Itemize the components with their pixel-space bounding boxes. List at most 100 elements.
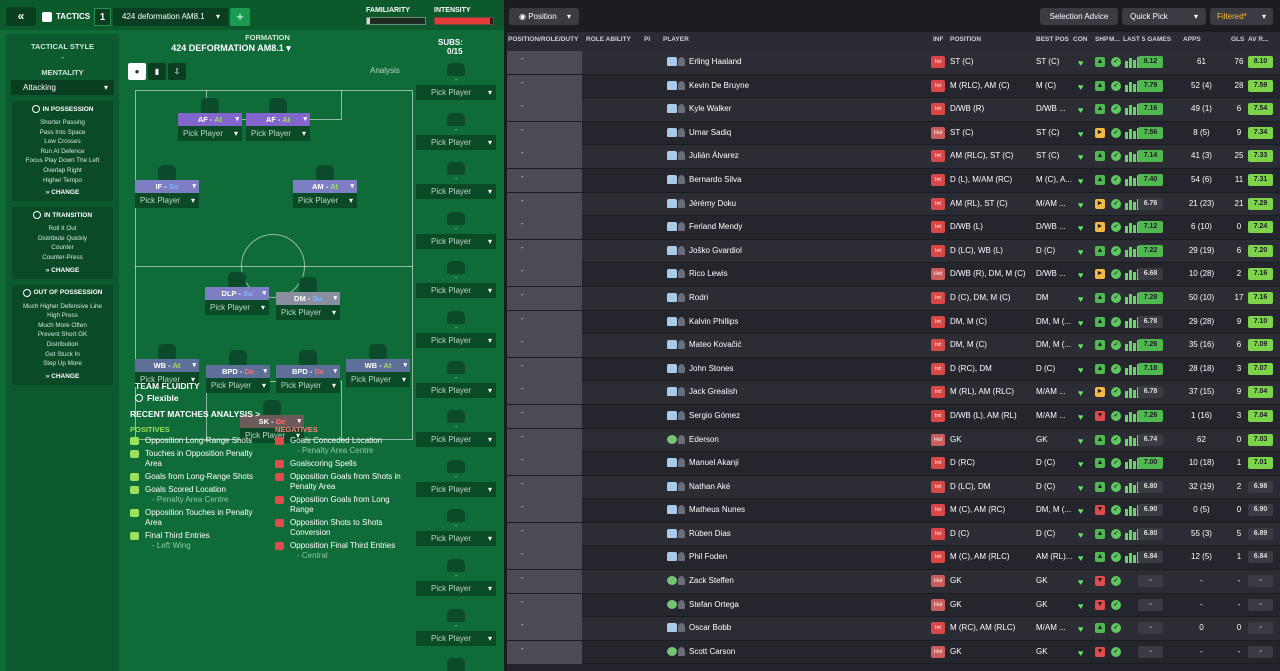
selection-advice-button[interactable]: Selection Advice xyxy=(1040,8,1118,25)
sub-slot[interactable]: -Pick Player xyxy=(416,608,496,646)
player-name[interactable]: Manuel Akanji xyxy=(689,458,739,468)
formation-slot[interactable]: WB - AtPick Player xyxy=(135,344,199,387)
position-role-duty-cell[interactable]: - xyxy=(507,404,582,428)
formation-dropdown[interactable]: 424 DEFORMATION AM8.1 ▾ xyxy=(171,43,291,53)
pick-player-dropdown[interactable]: Pick Player xyxy=(135,193,199,208)
pick-player-dropdown[interactable]: Pick Player xyxy=(416,581,496,596)
sub-slot[interactable]: -Pick Player xyxy=(416,509,496,547)
mentality-dropdown[interactable]: Attacking xyxy=(11,80,114,95)
column-header[interactable]: POSITION/ROLE/DUTY xyxy=(508,36,579,43)
position-role-duty-cell[interactable]: - xyxy=(507,121,582,145)
table-row[interactable]: - Kalvin Phillips Int DM, M (C) DM, M (... ♥ ▲… xyxy=(507,310,1280,335)
role-duty-selector[interactable]: DM - Su xyxy=(276,292,340,305)
pick-player-dropdown[interactable]: Pick Player xyxy=(276,378,340,393)
bar-chart-icon[interactable]: ▮ xyxy=(148,63,166,80)
sub-slot[interactable]: -Pick Player xyxy=(416,211,496,249)
table-row[interactable]: - Manuel Akanji Int D (RC) D (C) ♥ ▲ ✓ 7.00 10 (1… xyxy=(507,452,1280,476)
quick-pick-button[interactable]: Quick Pick xyxy=(1122,8,1206,25)
column-header[interactable]: ROLE ABILITY xyxy=(586,36,631,43)
download-icon[interactable]: ⇩ xyxy=(168,63,186,80)
pick-player-dropdown[interactable]: Pick Player xyxy=(240,428,304,443)
player-name[interactable]: John Stones xyxy=(689,363,734,373)
role-duty-selector[interactable]: AF - At xyxy=(178,113,242,126)
position-role-duty-cell[interactable]: - xyxy=(507,98,582,122)
column-header[interactable]: PI xyxy=(644,36,651,43)
player-name[interactable]: Oscar Bobb xyxy=(689,623,732,633)
player-name[interactable]: Kevin De Bruyne xyxy=(689,80,750,90)
table-row[interactable]: - Scott Carson Hol GK GK ♥ ▼ ✓ - - - - xyxy=(507,640,1280,665)
pick-player-dropdown[interactable]: Pick Player xyxy=(206,378,270,393)
pick-player-dropdown[interactable]: Pick Player xyxy=(293,193,357,208)
role-duty-selector[interactable]: DLP - Su xyxy=(205,287,269,300)
formation-slot[interactable]: DM - SuPick Player xyxy=(276,277,340,320)
role-duty-selector[interactable]: WB - At xyxy=(135,359,199,372)
formation-slot[interactable]: IF - SuPick Player xyxy=(135,165,199,208)
sub-slot[interactable]: -Pick Player xyxy=(416,658,496,671)
pick-player-dropdown[interactable]: Pick Player xyxy=(205,300,269,315)
position-filter-button[interactable]: ◉ Position xyxy=(509,8,579,25)
formation-slot[interactable]: DLP - SuPick Player xyxy=(205,272,269,315)
table-row[interactable]: - Zack Steffen Hol GK GK ♥ ▼ ✓ - - - - xyxy=(507,570,1280,594)
player-name[interactable]: Ederson xyxy=(689,434,719,444)
column-header[interactable]: LAST 5 GAMES xyxy=(1123,36,1172,43)
position-role-duty-cell[interactable]: - xyxy=(507,381,582,405)
table-row[interactable]: - John Stones Int D (RC), DM D (C) ♥ ▲ ✓ 7.18 28 … xyxy=(507,357,1280,382)
formation-slot[interactable]: BPD - DePick Player xyxy=(206,350,270,393)
player-name[interactable]: Stefan Ortega xyxy=(689,599,739,609)
column-header[interactable]: CON xyxy=(1073,36,1088,43)
familiarity-bar[interactable] xyxy=(366,17,426,25)
table-row[interactable]: - Rúben Dias Int D (C) D (C) ♥ ▲ ✓ 6.80 55 (3) 5 6.… xyxy=(507,522,1280,547)
table-row[interactable]: - Umar Sadiq Hol ST (C) ST (C) ♥ ► ✓ 7.56 8 (5) 9 7… xyxy=(507,121,1280,146)
player-name[interactable]: Kyle Walker xyxy=(689,104,732,114)
formation-slot[interactable]: AM - AtPick Player xyxy=(293,165,357,208)
table-row[interactable]: - Oscar Bobb Int M (RC), AM (RLC) M/AM ... ♥ ▲… xyxy=(507,617,1280,641)
player-name[interactable]: Phil Foden xyxy=(689,552,728,562)
player-name[interactable]: Nathan Aké xyxy=(689,481,731,491)
role-duty-selector[interactable]: BPD - De xyxy=(276,365,340,378)
out-of-possession-change-button[interactable]: » CHANGE xyxy=(45,372,80,380)
table-row[interactable]: - Joško Gvardiol Int D (LC), WB (L) D (C) ♥ ▲ ✓… xyxy=(507,239,1280,264)
column-header[interactable]: M... xyxy=(1109,36,1120,43)
table-row[interactable]: - Stefan Ortega Hol GK GK ♥ ▼ ✓ - - - - xyxy=(507,593,1280,618)
player-name[interactable]: Julián Álvarez xyxy=(689,151,739,161)
player-name[interactable]: Rico Lewis xyxy=(689,269,728,279)
sub-slot[interactable]: -Pick Player xyxy=(416,112,496,150)
position-role-duty-cell[interactable]: - xyxy=(507,357,582,381)
column-header[interactable]: SHP xyxy=(1095,36,1109,43)
table-row[interactable]: - Ederson Hol GK GK ♥ ▲ ✓ 6.74 62 0 7.03 xyxy=(507,428,1280,453)
player-name[interactable]: Jérémy Doku xyxy=(689,198,737,208)
pick-player-dropdown[interactable]: Pick Player xyxy=(416,432,496,448)
table-row[interactable]: - Sergio Gómez Int D/WB (L), AM (RL) M/AM ..… xyxy=(507,404,1280,429)
back-button[interactable]: « xyxy=(6,7,36,26)
player-name[interactable]: Joško Gvardiol xyxy=(689,245,742,255)
in-possession-change-button[interactable]: » CHANGE xyxy=(45,189,80,197)
column-header[interactable]: APPS xyxy=(1183,36,1201,43)
player-view-icon[interactable]: ● xyxy=(128,63,146,80)
table-row[interactable]: - Rodri Int D (C), DM, M (C) DM ♥ ▲ ✓ 7.28 50 (10… xyxy=(507,286,1280,311)
table-row[interactable]: - Erling Haaland Int ST (C) ST (C) ♥ ▲ ✓ 8.12 61 7… xyxy=(507,51,1280,75)
player-name[interactable]: Mateo Kovačić xyxy=(689,340,742,350)
position-role-duty-cell[interactable]: - xyxy=(507,239,582,263)
sub-slot[interactable]: -Pick Player xyxy=(416,459,496,497)
analysis-toggle[interactable]: Analysis xyxy=(370,66,400,75)
position-role-duty-cell[interactable]: - xyxy=(507,499,582,523)
table-row[interactable]: - Jérémy Doku Int AM (RL), ST (C) M/AM ... ♥ ►… xyxy=(507,192,1280,217)
position-role-duty-cell[interactable]: - xyxy=(507,452,582,476)
table-row[interactable]: - Bernardo Silva Int D (L), M/AM (RC) M (C),… xyxy=(507,168,1280,193)
player-name[interactable]: Zack Steffen xyxy=(689,576,734,586)
role-duty-selector[interactable]: AM - At xyxy=(293,180,357,193)
filter-button[interactable]: Filtered* xyxy=(1210,8,1273,25)
pick-player-dropdown[interactable]: Pick Player xyxy=(135,372,199,387)
column-header[interactable]: GLS xyxy=(1231,36,1245,43)
formation-slot[interactable]: SK - DePick Player xyxy=(240,400,304,443)
formation-slot[interactable]: WB - AtPick Player xyxy=(346,344,410,387)
in-transition-change-button[interactable]: » CHANGE xyxy=(45,266,80,274)
player-name[interactable]: Kalvin Phillips xyxy=(689,316,739,326)
player-name[interactable]: Scott Carson xyxy=(689,646,736,656)
pick-player-dropdown[interactable]: Pick Player xyxy=(416,630,496,646)
player-name[interactable]: Rúben Dias xyxy=(689,528,731,538)
table-row[interactable]: - Jack Grealish Int M (RL), AM (RLC) M/AM ..… xyxy=(507,381,1280,405)
position-role-duty-cell[interactable]: - xyxy=(507,570,582,594)
pick-player-dropdown[interactable]: Pick Player xyxy=(416,184,496,200)
position-role-duty-cell[interactable]: - xyxy=(507,640,582,664)
